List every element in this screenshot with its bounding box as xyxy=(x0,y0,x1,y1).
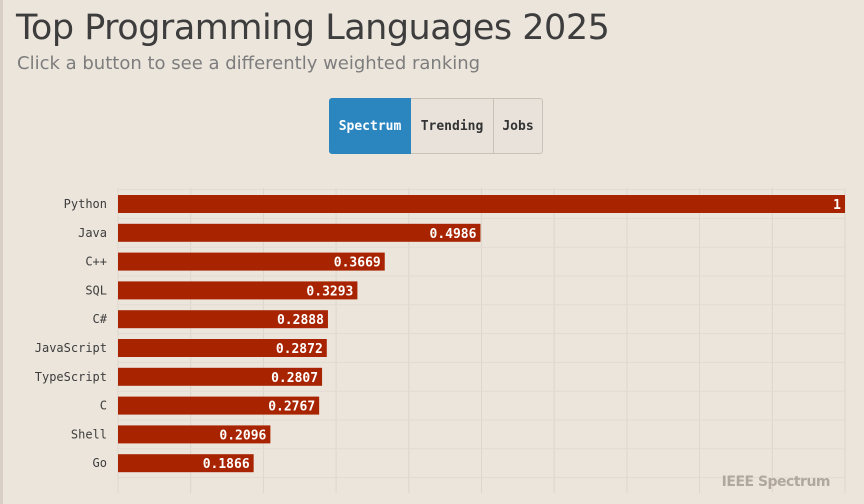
page-edge xyxy=(0,0,3,504)
bar-value-label: 0.1866 xyxy=(203,457,250,472)
bar-value-label: 0.2767 xyxy=(268,400,315,415)
page-title: Top Programming Languages 2025 xyxy=(16,8,610,48)
category-label: Go xyxy=(93,456,107,470)
bar-shell xyxy=(118,425,271,444)
bar-c- xyxy=(118,310,328,329)
category-label: Python xyxy=(64,197,107,211)
bar-typescript xyxy=(118,367,323,386)
ieee-spectrum-logo: IEEE Spectrum xyxy=(721,474,831,490)
category-label: JavaScript xyxy=(35,341,107,355)
category-label: TypeScript xyxy=(35,370,107,384)
bar-value-label: 0.3669 xyxy=(334,256,381,271)
bar-java xyxy=(118,223,481,242)
bar-value-label: 0.2096 xyxy=(219,428,266,443)
category-label: SQL xyxy=(85,283,107,297)
ranking-toggle-group: Spectrum Trending Jobs xyxy=(329,98,543,154)
jobs-button[interactable]: Jobs xyxy=(494,98,543,154)
bar-value-label: 0.2807 xyxy=(271,371,318,386)
bar-c- xyxy=(118,252,385,271)
bar-c xyxy=(118,396,320,415)
category-label: Java xyxy=(78,226,107,240)
bar-sql xyxy=(118,281,358,300)
spectrum-button[interactable]: Spectrum xyxy=(329,98,411,154)
trending-button[interactable]: Trending xyxy=(411,98,494,154)
bar-go xyxy=(118,454,254,473)
chart-bars: Python 1 Java 0.4986 C++ 0.3669 SQL 0.3293 C# 0.2… xyxy=(35,195,845,473)
page-subtitle: Click a button to see a differently weig… xyxy=(17,53,481,74)
bar-value-label: 1 xyxy=(833,198,841,213)
category-label: Shell xyxy=(71,427,107,441)
category-label: C# xyxy=(93,312,108,326)
category-label: C++ xyxy=(85,255,107,269)
bar-value-label: 0.2872 xyxy=(276,342,323,357)
bar-python xyxy=(118,195,845,213)
bar-value-label: 0.4986 xyxy=(430,227,477,242)
bar-value-label: 0.3293 xyxy=(306,284,353,299)
bar-value-label: 0.2888 xyxy=(277,313,324,328)
bar-javascript xyxy=(118,339,327,357)
category-label: C xyxy=(100,399,107,413)
